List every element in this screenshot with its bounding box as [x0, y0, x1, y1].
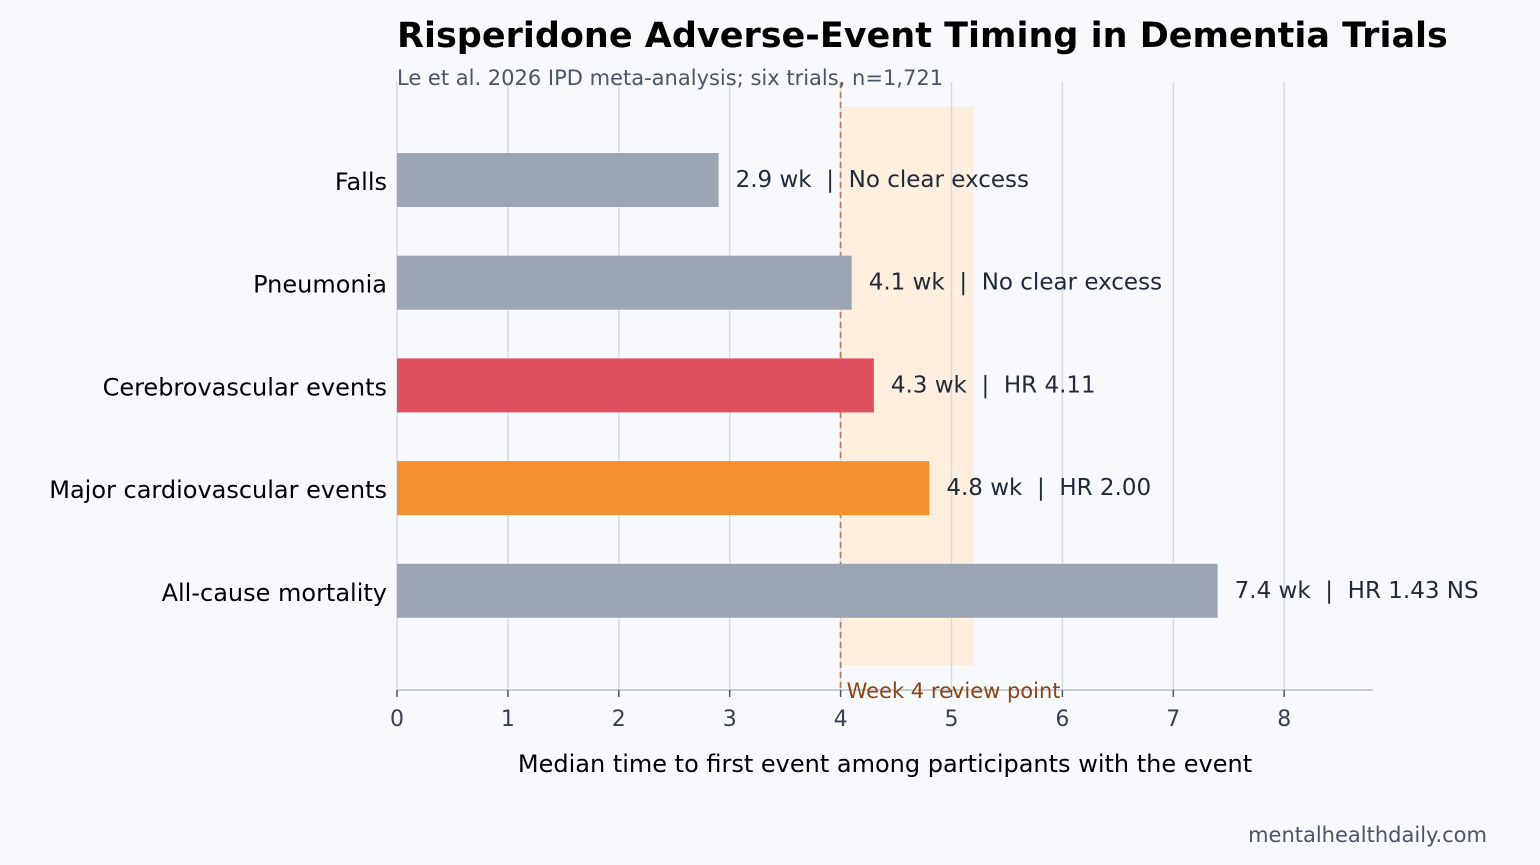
bar [397, 358, 874, 413]
source-credit: mentalhealthdaily.com [1248, 823, 1487, 847]
bar [397, 153, 719, 207]
bar [397, 563, 1218, 618]
chart-subtitle: Le et al. 2026 IPD meta-analysis; six tr… [397, 66, 943, 90]
bar [397, 255, 852, 310]
x-tick-label: 8 [1277, 707, 1291, 732]
chart-title: Risperidone Adverse-Event Timing in Deme… [397, 16, 1448, 56]
x-tick-label: 6 [1055, 707, 1069, 732]
value-label: 7.4 wk | HR 1.43 NS [1235, 578, 1479, 604]
value-label: 2.9 wk | No clear excess [736, 167, 1029, 193]
value-label: 4.3 wk | HR 4.11 [891, 372, 1096, 398]
x-tick-label: 1 [501, 707, 515, 732]
category-label: Major cardiovascular events [49, 476, 387, 504]
x-tick-label: 4 [834, 707, 848, 732]
x-tick-label: 3 [723, 707, 737, 732]
category-label: Pneumonia [253, 271, 387, 299]
value-label: 4.1 wk | No clear excess [869, 270, 1162, 296]
category-label: Cerebrovascular events [103, 373, 387, 401]
bar [397, 461, 930, 516]
x-tick-label: 5 [945, 707, 959, 732]
x-tick-label: 0 [390, 707, 404, 732]
x-axis-label: Median time to first event among partici… [518, 750, 1252, 778]
x-tick-label: 7 [1166, 707, 1180, 732]
x-tick-label: 2 [612, 707, 626, 732]
value-label: 4.8 wk | HR 2.00 [946, 475, 1151, 501]
reference-line-label: Week 4 review point [847, 679, 1061, 703]
category-label: All-cause mortality [162, 579, 387, 607]
category-label: Falls [335, 168, 387, 196]
